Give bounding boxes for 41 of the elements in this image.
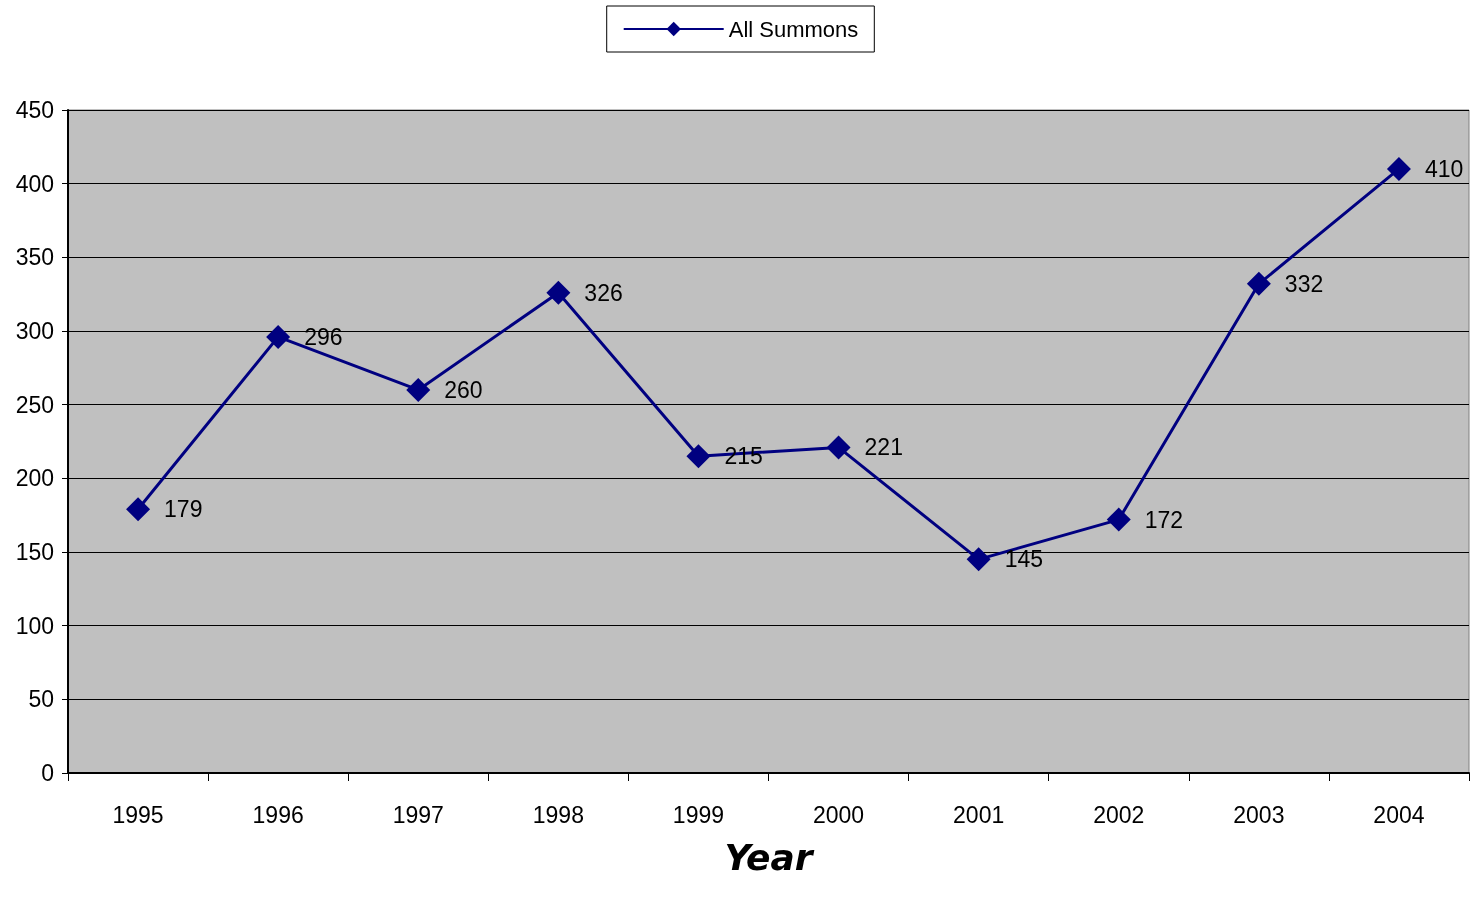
x-tick-label: 2002 <box>1093 801 1145 828</box>
y-tick-label: 50 <box>28 686 54 713</box>
data-label: 332 <box>1284 270 1324 297</box>
y-tick-label: 150 <box>15 539 54 565</box>
point <box>406 377 431 402</box>
y-tick-label: 0 <box>41 760 54 786</box>
x-tick-label: 2000 <box>812 801 865 828</box>
data-label: 326 <box>584 279 623 306</box>
x-tick-label: 2003 <box>1233 801 1285 828</box>
y-tick-label: 400 <box>15 170 54 197</box>
data-label: 260 <box>444 376 483 403</box>
point <box>826 435 851 460</box>
y-tick-label: 250 <box>15 391 54 418</box>
point <box>966 547 991 572</box>
y-tick-label: 350 <box>15 244 54 271</box>
x-axis-title: Year <box>724 836 815 878</box>
y-tick-label: 300 <box>15 318 54 344</box>
point <box>1246 271 1271 296</box>
x-tick-label: 1995 <box>112 801 164 828</box>
point <box>1106 507 1131 532</box>
y-tick-label: 450 <box>15 97 54 123</box>
y-tick-label: 100 <box>15 612 54 639</box>
data-label: 179 <box>164 496 203 523</box>
x-tick-label: 2001 <box>953 801 1005 828</box>
x-tick-label: 1997 <box>392 801 444 828</box>
data-label: 221 <box>864 434 903 461</box>
x-tick-label: 1998 <box>532 801 584 828</box>
x-tick-label: 2004 <box>1373 801 1425 828</box>
data-label: 410 <box>1424 155 1464 182</box>
point <box>546 280 571 305</box>
point <box>266 324 291 349</box>
x-tick-label: 1996 <box>252 801 304 828</box>
point <box>126 497 151 522</box>
data-label: 172 <box>1144 506 1184 533</box>
data-label: 145 <box>1004 546 1044 573</box>
x-tick-label: 1999 <box>672 801 725 828</box>
data-label: 296 <box>304 323 343 350</box>
legend-label: All Summons <box>728 16 859 42</box>
point <box>1386 156 1411 181</box>
y-tick-label: 200 <box>15 465 54 492</box>
point <box>686 444 711 469</box>
